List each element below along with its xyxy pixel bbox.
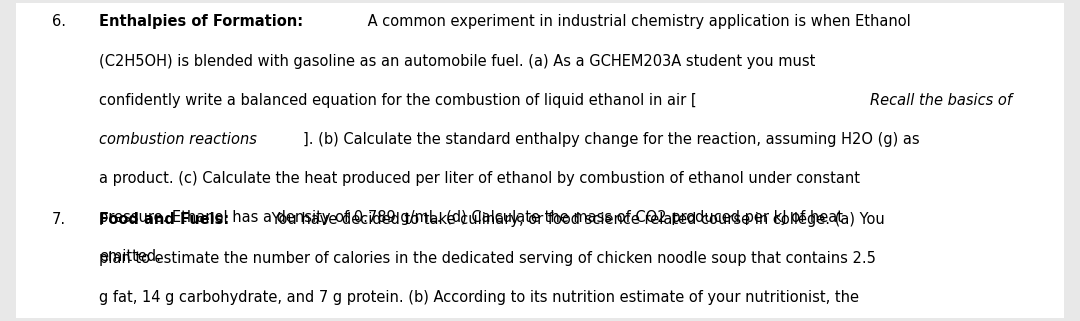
Text: Food and Fuels:: Food and Fuels:	[99, 212, 230, 227]
Text: A common experiment in industrial chemistry application is when Ethanol: A common experiment in industrial chemis…	[363, 14, 910, 30]
Text: confidently write a balanced equation for the combustion of liquid ethanol in ai: confidently write a balanced equation fo…	[99, 93, 697, 108]
Text: 6.: 6.	[52, 14, 66, 30]
Text: ]. (b) Calculate the standard enthalpy change for the reaction, assuming H2O (g): ]. (b) Calculate the standard enthalpy c…	[303, 132, 920, 147]
Text: Recall the basics of: Recall the basics of	[870, 93, 1012, 108]
Text: combustion reactions: combustion reactions	[99, 132, 257, 147]
Text: Enthalpies of Formation:: Enthalpies of Formation:	[99, 14, 303, 30]
Text: You have decided to take culinary, or food science related course in college. (a: You have decided to take culinary, or fo…	[268, 212, 886, 227]
Text: plan to estimate the number of calories in the dedicated serving of chicken nood: plan to estimate the number of calories …	[99, 251, 876, 266]
Text: 7.: 7.	[52, 212, 66, 227]
Text: (C2H5OH) is blended with gasoline as an automobile fuel. (a) As a GCHEM203A stud: (C2H5OH) is blended with gasoline as an …	[99, 54, 815, 69]
Text: emitted.: emitted.	[99, 249, 161, 265]
Text: a product. (c) Calculate the heat produced per liter of ethanol by combustion of: a product. (c) Calculate the heat produc…	[99, 171, 861, 186]
FancyBboxPatch shape	[16, 3, 1064, 318]
Text: pressure. Ethanol has a density of 0.789 g/mL. (d) Calculate the mass of CO2 pro: pressure. Ethanol has a density of 0.789…	[99, 210, 843, 225]
Text: g fat, 14 g carbohydrate, and 7 g protein. (b) According to its nutrition estima: g fat, 14 g carbohydrate, and 7 g protei…	[99, 290, 860, 305]
